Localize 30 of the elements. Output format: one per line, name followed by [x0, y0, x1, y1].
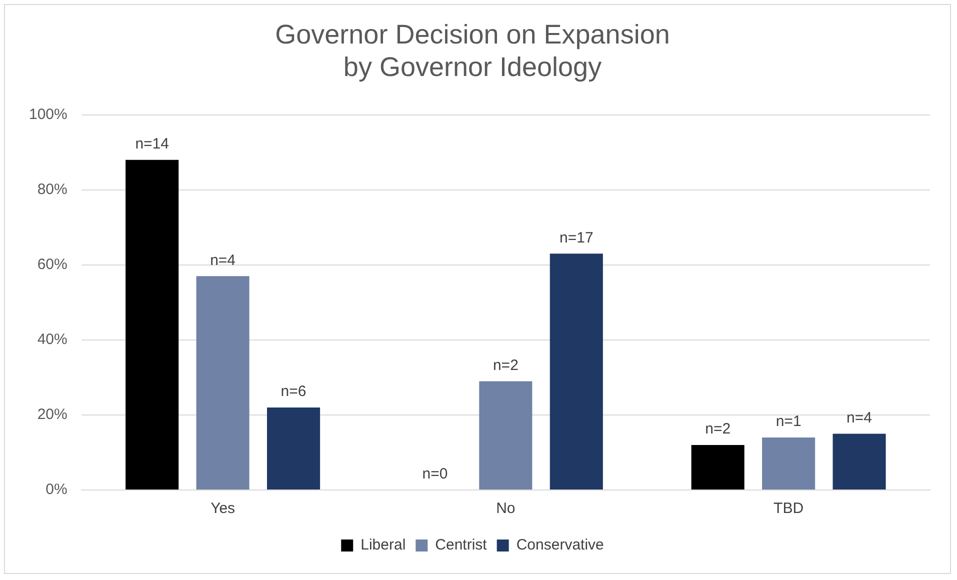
annotation: n=17: [560, 229, 594, 246]
legend-label: Centrist: [435, 536, 488, 554]
y-tick-label: 0%: [46, 481, 68, 498]
annotation: n=14: [135, 135, 169, 152]
annotation: n=0: [422, 466, 448, 483]
bar: [126, 160, 179, 490]
bar: [267, 407, 320, 490]
bar: [550, 254, 603, 490]
annotation: n=4: [210, 252, 236, 269]
annotation: n=6: [280, 383, 306, 400]
bar: [832, 434, 886, 490]
x-tick-label: No: [496, 500, 516, 518]
chart-title: Governor Decision on Expansion by Governor Ideology: [275, 20, 670, 82]
y-tick-label: 60%: [37, 256, 68, 274]
annotation: n=1: [776, 413, 802, 430]
legend-label: Conservative: [516, 536, 604, 554]
x-tick-label: Yes: [210, 500, 236, 518]
annotation: n=2: [705, 420, 731, 438]
bar: [691, 444, 744, 490]
bar: [762, 437, 816, 490]
bar: [196, 276, 250, 490]
legend-label: Liberal: [360, 536, 406, 554]
annotation: n=2: [492, 356, 518, 374]
y-tick-label: 100%: [28, 106, 68, 123]
y-tick-label: 80%: [37, 180, 68, 198]
y-tick-label: 40%: [37, 331, 68, 348]
x-tick-label: TBD: [774, 500, 804, 518]
y-tick-label: 20%: [37, 406, 68, 424]
bar: [479, 381, 532, 490]
annotation: n=4: [846, 409, 872, 426]
